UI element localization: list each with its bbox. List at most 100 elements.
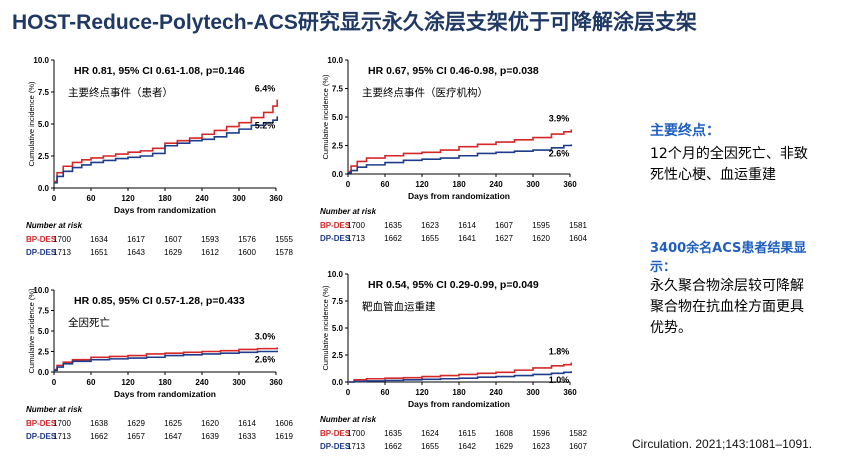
risk-value: 1627 [495, 234, 513, 243]
y-tick-label: 5.0 [38, 120, 50, 129]
x-tick-label: 240 [489, 388, 503, 397]
risk-value: 1600 [238, 248, 256, 257]
x-tick-label: 180 [452, 388, 466, 397]
risk-value: 1608 [495, 429, 513, 438]
series-line-dp-des [348, 371, 573, 383]
x-tick-label: 120 [415, 180, 429, 189]
km-panel-primary-institution: 0.0 2.5 5.0 7.5 10.0 0 60 120 180 240 300 360 Days f… [318, 50, 615, 260]
y-tick-label: 10.0 [33, 286, 49, 295]
series-line-bp-des [54, 347, 279, 371]
risk-value: 1629 [164, 248, 182, 257]
x-axis-label: Days from randomization [114, 205, 216, 215]
risk-value: 1578 [275, 248, 293, 257]
results-line-1: 永久聚合物涂层较可降解 [650, 278, 804, 294]
hr-text: HR 0.85, 95% CI 0.57-1.28, p=0.433 [74, 295, 245, 307]
risk-row-label: BP-DES [320, 429, 351, 438]
y-axis-label: Cumulative incidence (%) [321, 74, 330, 160]
y-tick-label: 10.0 [33, 56, 49, 65]
risk-value: 1713 [53, 248, 71, 257]
x-tick-label: 0 [52, 194, 57, 203]
end-value-label: 6.4% [255, 84, 276, 94]
risk-value: 1617 [127, 235, 145, 244]
y-axis-label: Cumulative incidence (%) [321, 285, 330, 371]
hr-text: HR 0.67, 95% CI 0.46-0.98, p=0.038 [368, 65, 539, 77]
y-tick-label: 0.0 [332, 170, 344, 179]
risk-value: 1633 [238, 432, 256, 441]
risk-row-label: DP-DES [26, 248, 57, 257]
risk-value: 1606 [275, 419, 293, 428]
endpoint-subtitle: 全因死亡 [68, 316, 110, 329]
y-tick-label: 5.0 [38, 327, 50, 336]
y-tick-label: 0.0 [38, 184, 50, 193]
risk-header: Number at risk [26, 221, 83, 230]
primary-endpoint-line-2: 死性心梗、血运重建 [650, 167, 776, 183]
risk-value: 1638 [90, 419, 108, 428]
risk-value: 1662 [384, 442, 402, 451]
primary-endpoint-line-1: 12个月的全因死亡、非致 [650, 146, 808, 162]
risk-header: Number at risk [320, 415, 377, 424]
x-tick-label: 0 [346, 388, 351, 397]
end-value-label: 1.0% [549, 375, 570, 385]
risk-row-label: BP-DES [320, 221, 351, 230]
x-tick-label: 120 [121, 378, 135, 387]
y-tick-label: 0.0 [38, 368, 50, 377]
y-tick-label: 2.5 [332, 142, 344, 151]
y-tick-label: 2.5 [38, 152, 50, 161]
risk-value: 1629 [127, 419, 145, 428]
end-value-label: 3.9% [549, 114, 570, 124]
risk-value: 1615 [458, 429, 476, 438]
risk-value: 1624 [421, 429, 439, 438]
x-tick-label: 60 [87, 194, 96, 203]
y-tick-label: 7.5 [38, 88, 50, 97]
results-line-3: 优势。 [650, 320, 692, 336]
risk-value: 1576 [238, 235, 256, 244]
results-note: 3400余名ACS患者结果显 示： 永久聚合物涂层较可降解 聚合物在抗血栓方面更… [650, 237, 845, 339]
y-tick-label: 2.5 [332, 351, 344, 360]
risk-value: 1700 [347, 429, 365, 438]
x-tick-label: 0 [346, 180, 351, 189]
series-line-bp-des [348, 362, 573, 383]
y-tick-label: 7.5 [38, 307, 50, 316]
risk-value: 1713 [347, 234, 365, 243]
x-tick-label: 180 [158, 194, 172, 203]
risk-value: 1555 [275, 235, 293, 244]
x-tick-label: 360 [563, 180, 577, 189]
risk-value: 1639 [201, 432, 219, 441]
risk-value: 1607 [569, 442, 587, 451]
risk-value: 1643 [127, 248, 145, 257]
risk-value: 1713 [53, 432, 71, 441]
x-tick-label: 300 [232, 194, 246, 203]
risk-value: 1641 [458, 234, 476, 243]
x-tick-label: 180 [452, 180, 466, 189]
risk-value: 1635 [384, 429, 402, 438]
hr-text: HR 0.54, 95% CI 0.29-0.99, p=0.049 [368, 279, 539, 291]
x-tick-label: 120 [121, 194, 135, 203]
y-tick-label: 5.0 [332, 113, 344, 122]
x-axis-label: Days from randomization [114, 389, 216, 399]
risk-value: 1655 [421, 442, 439, 451]
risk-value: 1642 [458, 442, 476, 451]
series-line-bp-des [54, 99, 279, 183]
risk-value: 1700 [53, 419, 71, 428]
x-tick-label: 300 [526, 388, 540, 397]
risk-value: 1662 [90, 432, 108, 441]
primary-endpoint-heading: 主要终点： [650, 123, 720, 139]
km-chart-svg: 0.0 2.5 5.0 7.5 10.0 0 60 120 180 240 300 360 Days f… [26, 286, 293, 441]
x-tick-label: 300 [232, 378, 246, 387]
km-chart-svg: 0.0 2.5 5.0 7.5 10.0 0 60 120 180 240 300 360 Days f… [320, 56, 587, 243]
y-axis-label: Cumulative incidence (%) [27, 81, 36, 167]
risk-row-label: DP-DES [320, 442, 351, 451]
x-axis-label: Days from randomization [408, 191, 510, 201]
km-panel-all-cause-death: 0.0 2.5 5.0 7.5 10.0 0 60 120 180 240 300 360 Days f… [24, 280, 321, 460]
y-axis-label: Cumulative incidence (%) [27, 288, 36, 374]
risk-value: 1619 [275, 432, 293, 441]
x-tick-label: 240 [489, 180, 503, 189]
risk-value: 1635 [384, 221, 402, 230]
x-tick-label: 360 [269, 378, 283, 387]
end-value-label: 2.6% [549, 148, 570, 158]
risk-value: 1614 [238, 419, 256, 428]
risk-value: 1620 [532, 234, 550, 243]
risk-value: 1581 [569, 221, 587, 230]
km-panel-tvr: 0.0 2.5 5.0 7.5 10.0 0 60 120 180 240 300 360 Days f… [318, 264, 615, 460]
risk-value: 1657 [127, 432, 145, 441]
